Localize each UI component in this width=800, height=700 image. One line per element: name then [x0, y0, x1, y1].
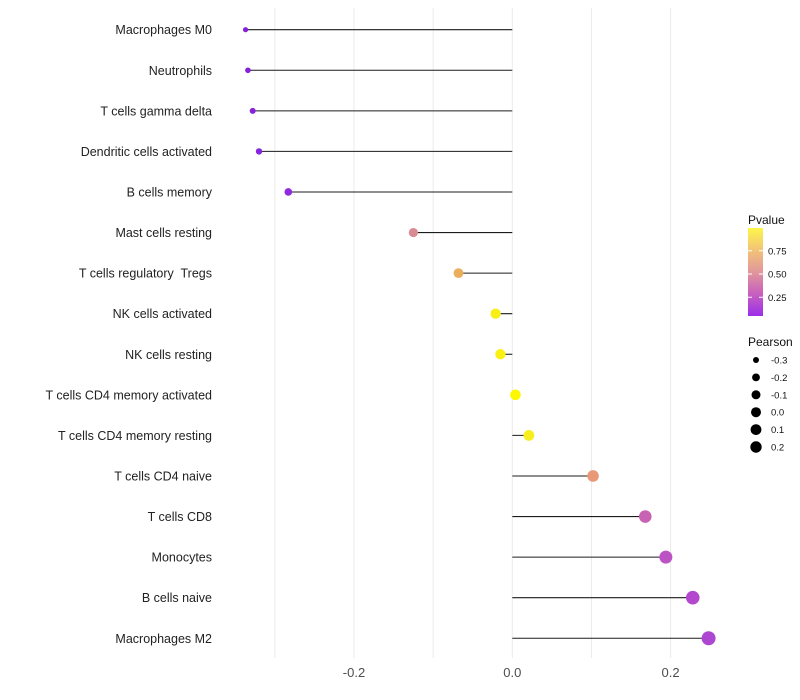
- lollipop-rows: Macrophages M0 Neutrophils T cells gamma d…: [46, 23, 716, 646]
- data-point: [453, 268, 464, 279]
- y-axis-label: NK cells resting: [125, 348, 212, 362]
- lollipop-row: B cells naive: [142, 590, 700, 605]
- data-point: [490, 308, 501, 319]
- lollipop-row: T cells CD4 memory resting: [58, 429, 535, 443]
- y-axis-label: Dendritic cells activated: [81, 145, 212, 159]
- data-point: [245, 67, 251, 74]
- y-axis-label: Monocytes: [152, 551, 212, 565]
- y-axis-label: B cells naive: [142, 591, 212, 605]
- size-legend-label: 0.2: [771, 443, 784, 454]
- y-axis-label: B cells memory: [127, 185, 213, 199]
- size-legend-label: 0.0: [771, 408, 784, 419]
- lollipop-row: T cells gamma delta: [100, 104, 513, 118]
- y-axis-label: Mast cells resting: [115, 226, 212, 240]
- pearson-legend-title: Pearson: [748, 335, 793, 349]
- size-legend-dot: [750, 424, 762, 435]
- panel-gridlines: [274, 8, 672, 658]
- colorbar-tick-label: 0.50: [768, 270, 787, 281]
- size-legend-label: -0.3: [771, 356, 787, 367]
- x-axis-tick-label: 0.2: [662, 665, 680, 680]
- size-legend-dot: [752, 373, 760, 382]
- data-point: [255, 148, 263, 155]
- colorbar-tick-label: 0.75: [768, 246, 787, 257]
- y-axis-label: NK cells activated: [113, 307, 212, 321]
- x-axis-tick-label: 0.0: [503, 665, 521, 680]
- pvalue-legend-title: Pvalue: [748, 213, 785, 227]
- size-legend-dot: [753, 357, 759, 363]
- size-legend-dot: [751, 390, 761, 400]
- data-point: [523, 430, 535, 441]
- y-axis-label: T cells CD4 memory activated: [46, 388, 213, 402]
- data-point: [638, 510, 652, 523]
- data-point: [659, 550, 673, 564]
- pvalue-colorbar: [748, 228, 763, 316]
- lollipop-row: Macrophages M2: [115, 631, 716, 646]
- y-axis-label: T cells CD4 naive: [114, 469, 212, 483]
- lollipop-row: T cells CD8: [148, 510, 652, 524]
- data-point: [284, 188, 293, 196]
- lollipop-row: Neutrophils: [149, 64, 513, 78]
- lollipop-row: NK cells resting: [125, 348, 513, 362]
- y-axis-label: T cells CD4 memory resting: [58, 429, 212, 443]
- lollipop-row: Macrophages M0: [115, 23, 513, 37]
- y-axis-label: T cells CD8: [148, 510, 212, 524]
- lollipop-row: Dendritic cells activated: [81, 145, 513, 159]
- data-point: [495, 349, 506, 360]
- lollipop-row: NK cells activated: [113, 307, 513, 321]
- x-axis: -0.2 0.0 0.2: [343, 665, 680, 680]
- y-axis-label: Neutrophils: [149, 64, 212, 78]
- data-point: [685, 590, 700, 605]
- size-legend-dot: [751, 407, 761, 418]
- data-point: [587, 470, 599, 482]
- pvalue-legend: 0.75 0.50 0.25: [748, 228, 787, 316]
- data-point: [242, 27, 249, 33]
- lollipop-row: B cells memory: [127, 185, 513, 199]
- size-legend-dot: [750, 441, 762, 453]
- size-legend-label: -0.2: [771, 373, 787, 384]
- colorbar-tick-label: 0.25: [768, 293, 787, 304]
- y-axis-label: T cells regulatory Tregs: [79, 267, 212, 281]
- y-axis-label: Macrophages M0: [115, 23, 212, 37]
- y-axis-label: T cells gamma delta: [100, 104, 212, 118]
- size-legend-label: -0.1: [771, 390, 787, 401]
- lollipop-row: T cells regulatory Tregs: [79, 267, 513, 281]
- data-point: [249, 107, 256, 114]
- data-point: [701, 631, 716, 646]
- data-point: [510, 389, 521, 401]
- pearson-size-legend: -0.3 -0.2 -0.1 0.0 0.1 0.2: [750, 356, 787, 454]
- lollipop-row: T cells CD4 naive: [114, 469, 599, 483]
- x-axis-tick-label: -0.2: [343, 665, 365, 680]
- y-axis-label: Macrophages M2: [115, 632, 212, 646]
- lollipop-row: T cells CD4 memory activated: [46, 388, 521, 402]
- size-legend-label: 0.1: [771, 425, 784, 436]
- lollipop-row: Monocytes: [152, 550, 673, 565]
- lollipop-row: Mast cells resting: [115, 226, 513, 240]
- data-point: [408, 227, 418, 238]
